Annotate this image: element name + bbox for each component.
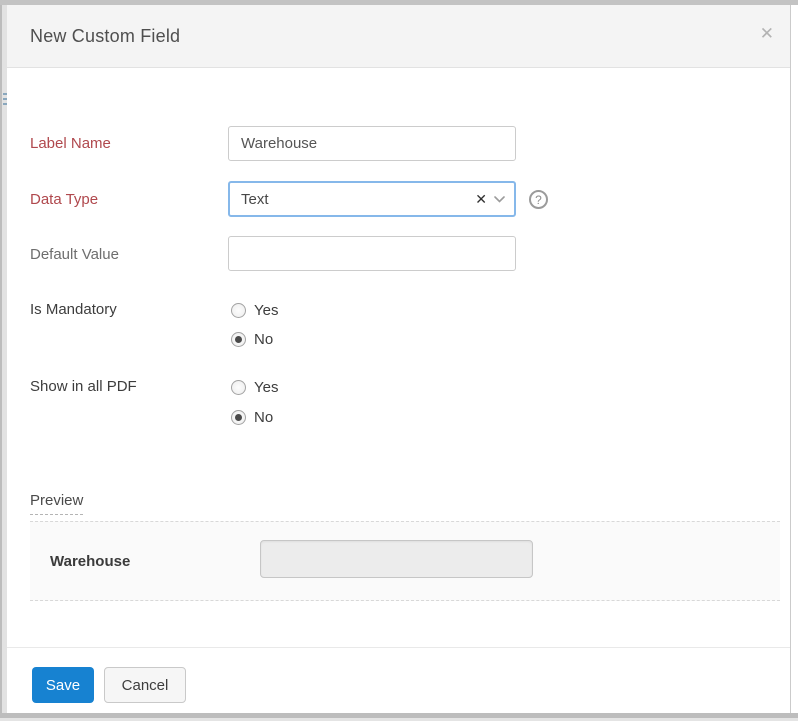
data-type-select[interactable]: Text ✕ bbox=[228, 181, 516, 217]
is-mandatory-label: Is Mandatory bbox=[30, 301, 117, 318]
radio-option-label: Yes bbox=[254, 379, 279, 396]
new-custom-field-dialog: New Custom Field ✕ Label Name Data Type … bbox=[7, 5, 791, 713]
label-name-label: Label Name bbox=[30, 135, 111, 152]
background-page-strip bbox=[0, 5, 8, 713]
dialog-title: New Custom Field bbox=[30, 26, 181, 46]
preview-field-label: Warehouse bbox=[50, 553, 131, 570]
radio-icon[interactable] bbox=[231, 410, 246, 425]
radio-icon[interactable] bbox=[231, 332, 246, 347]
radio-option-label: No bbox=[254, 331, 274, 348]
close-icon[interactable]: ✕ bbox=[759, 24, 774, 43]
radio-option-label: Yes bbox=[254, 302, 279, 319]
radio-icon[interactable] bbox=[231, 380, 246, 395]
preview-panel: Warehouse bbox=[30, 521, 780, 601]
radio-icon[interactable] bbox=[231, 303, 246, 318]
cancel-button[interactable]: Cancel bbox=[104, 667, 186, 703]
preview-disabled-input bbox=[260, 540, 533, 578]
footer-divider bbox=[7, 647, 790, 648]
label-name-input[interactable] bbox=[228, 126, 516, 161]
data-type-label: Data Type bbox=[30, 191, 99, 208]
show-in-pdf-label: Show in all PDF bbox=[30, 378, 137, 395]
is-mandatory-yes-option[interactable]: Yes bbox=[231, 302, 278, 319]
default-value-label: Default Value bbox=[30, 246, 119, 263]
default-value-input[interactable] bbox=[228, 236, 516, 271]
clear-icon[interactable]: ✕ bbox=[475, 190, 487, 207]
preview-heading: Preview bbox=[30, 492, 84, 515]
show-in-pdf-yes-option[interactable]: Yes bbox=[231, 379, 278, 396]
help-icon[interactable]: ? bbox=[529, 190, 548, 209]
show-in-pdf-no-option[interactable]: No bbox=[231, 409, 273, 426]
data-type-selected-value: Text bbox=[241, 190, 269, 208]
modal-bottom-edge bbox=[0, 713, 798, 718]
dialog-header: New Custom Field ✕ bbox=[7, 5, 790, 68]
save-button[interactable]: Save bbox=[32, 667, 94, 703]
modal-top-edge bbox=[0, 0, 798, 5]
hamburger-icon bbox=[3, 93, 8, 106]
modal-bottom-edge-light bbox=[0, 718, 798, 721]
is-mandatory-no-option[interactable]: No bbox=[231, 331, 273, 348]
chevron-down-icon[interactable] bbox=[491, 195, 514, 203]
radio-option-label: No bbox=[254, 409, 274, 426]
